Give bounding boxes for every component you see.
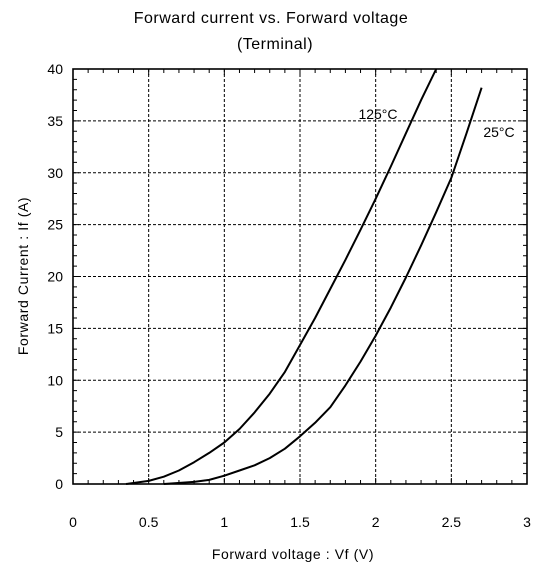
y-tick-label: 5 [55,424,63,440]
y-tick-label: 35 [47,113,63,129]
grid [73,69,527,484]
series-annotation: 25°C [483,124,514,140]
x-tick-label: 0.5 [139,514,159,530]
y-axis-label: Forward Current : If (A) [15,197,31,355]
plot-frame [72,68,528,485]
y-tick-label: 10 [47,372,63,388]
x-tick-label: 1.5 [290,514,310,530]
y-tick-label: 40 [47,61,63,77]
x-axis-label: Forward voltage : Vf (V) [212,546,374,562]
y-tick-label: 25 [47,217,63,233]
chart-subtitle: (Terminal) [237,36,313,53]
y-tick-label: 15 [47,320,63,336]
series-line-1 [163,87,483,485]
x-tick-label: 2.5 [442,514,462,530]
chart-title: Forward current vs. Forward voltage [134,10,408,27]
series-annotation: 125°C [358,106,397,122]
x-tick-label: 0 [69,514,77,530]
y-tick-label: 20 [47,269,63,285]
x-tick-label: 2 [372,514,380,530]
series-group [125,68,483,485]
x-tick-label: 1 [220,514,228,530]
annotations: 125°C 25°C [358,106,514,140]
y-tick-label: 0 [55,476,63,492]
series-line-0 [125,68,438,485]
x-tick-label: 3 [523,514,531,530]
y-tick-label: 30 [47,165,63,181]
